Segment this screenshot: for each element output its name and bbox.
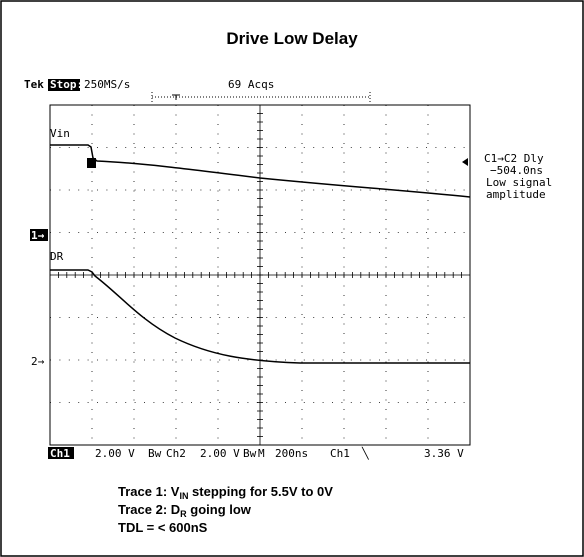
trace-dr <box>50 269 470 364</box>
caption: TDL = < 600nS <box>118 520 208 535</box>
status-timebase: 200ns <box>275 447 308 460</box>
channel-marker: 2→ <box>31 355 45 368</box>
trace-vin <box>50 144 471 198</box>
title: Drive Low Delay <box>226 29 358 48</box>
status-mode: M <box>258 447 265 460</box>
trigger-marker <box>87 158 96 168</box>
channel-marker: 1→ <box>31 229 45 242</box>
status-trig-slope: ╲ <box>361 446 370 460</box>
caption: Trace 2: DR going low <box>118 502 252 519</box>
status-trig-level: 3.36 V <box>424 447 464 460</box>
channel-marker-box <box>30 229 48 241</box>
status-ch2: Ch2 <box>166 447 186 460</box>
status-bw: Bw <box>243 447 257 460</box>
status-ch2-scale: 2.00 V <box>200 447 240 460</box>
status-ch1-box <box>48 447 74 459</box>
status-bw: Bw <box>148 447 162 460</box>
sample-rate: 250MS/s <box>84 78 130 91</box>
caption: Trace 1: VIN stepping for 5.5V to 0V <box>118 484 333 501</box>
acquisitions: 69 Acqs <box>228 78 274 91</box>
state: Stop: <box>50 78 83 91</box>
state-box <box>48 79 80 91</box>
trace-label: DR <box>50 250 64 263</box>
status-ch1-scale: 2.00 V <box>95 447 135 460</box>
trigger-bar <box>151 92 371 104</box>
brand: Tek <box>24 78 44 91</box>
graticule-border <box>49 104 471 446</box>
trace-label: Vin <box>50 127 70 140</box>
cursor-marker <box>462 158 468 166</box>
status-ch1: Ch1 <box>50 447 70 460</box>
status-trig-source: Ch1 <box>330 447 350 460</box>
measurement: C1→C2 Dly −504.0ns Low signal amplitude <box>484 152 559 201</box>
